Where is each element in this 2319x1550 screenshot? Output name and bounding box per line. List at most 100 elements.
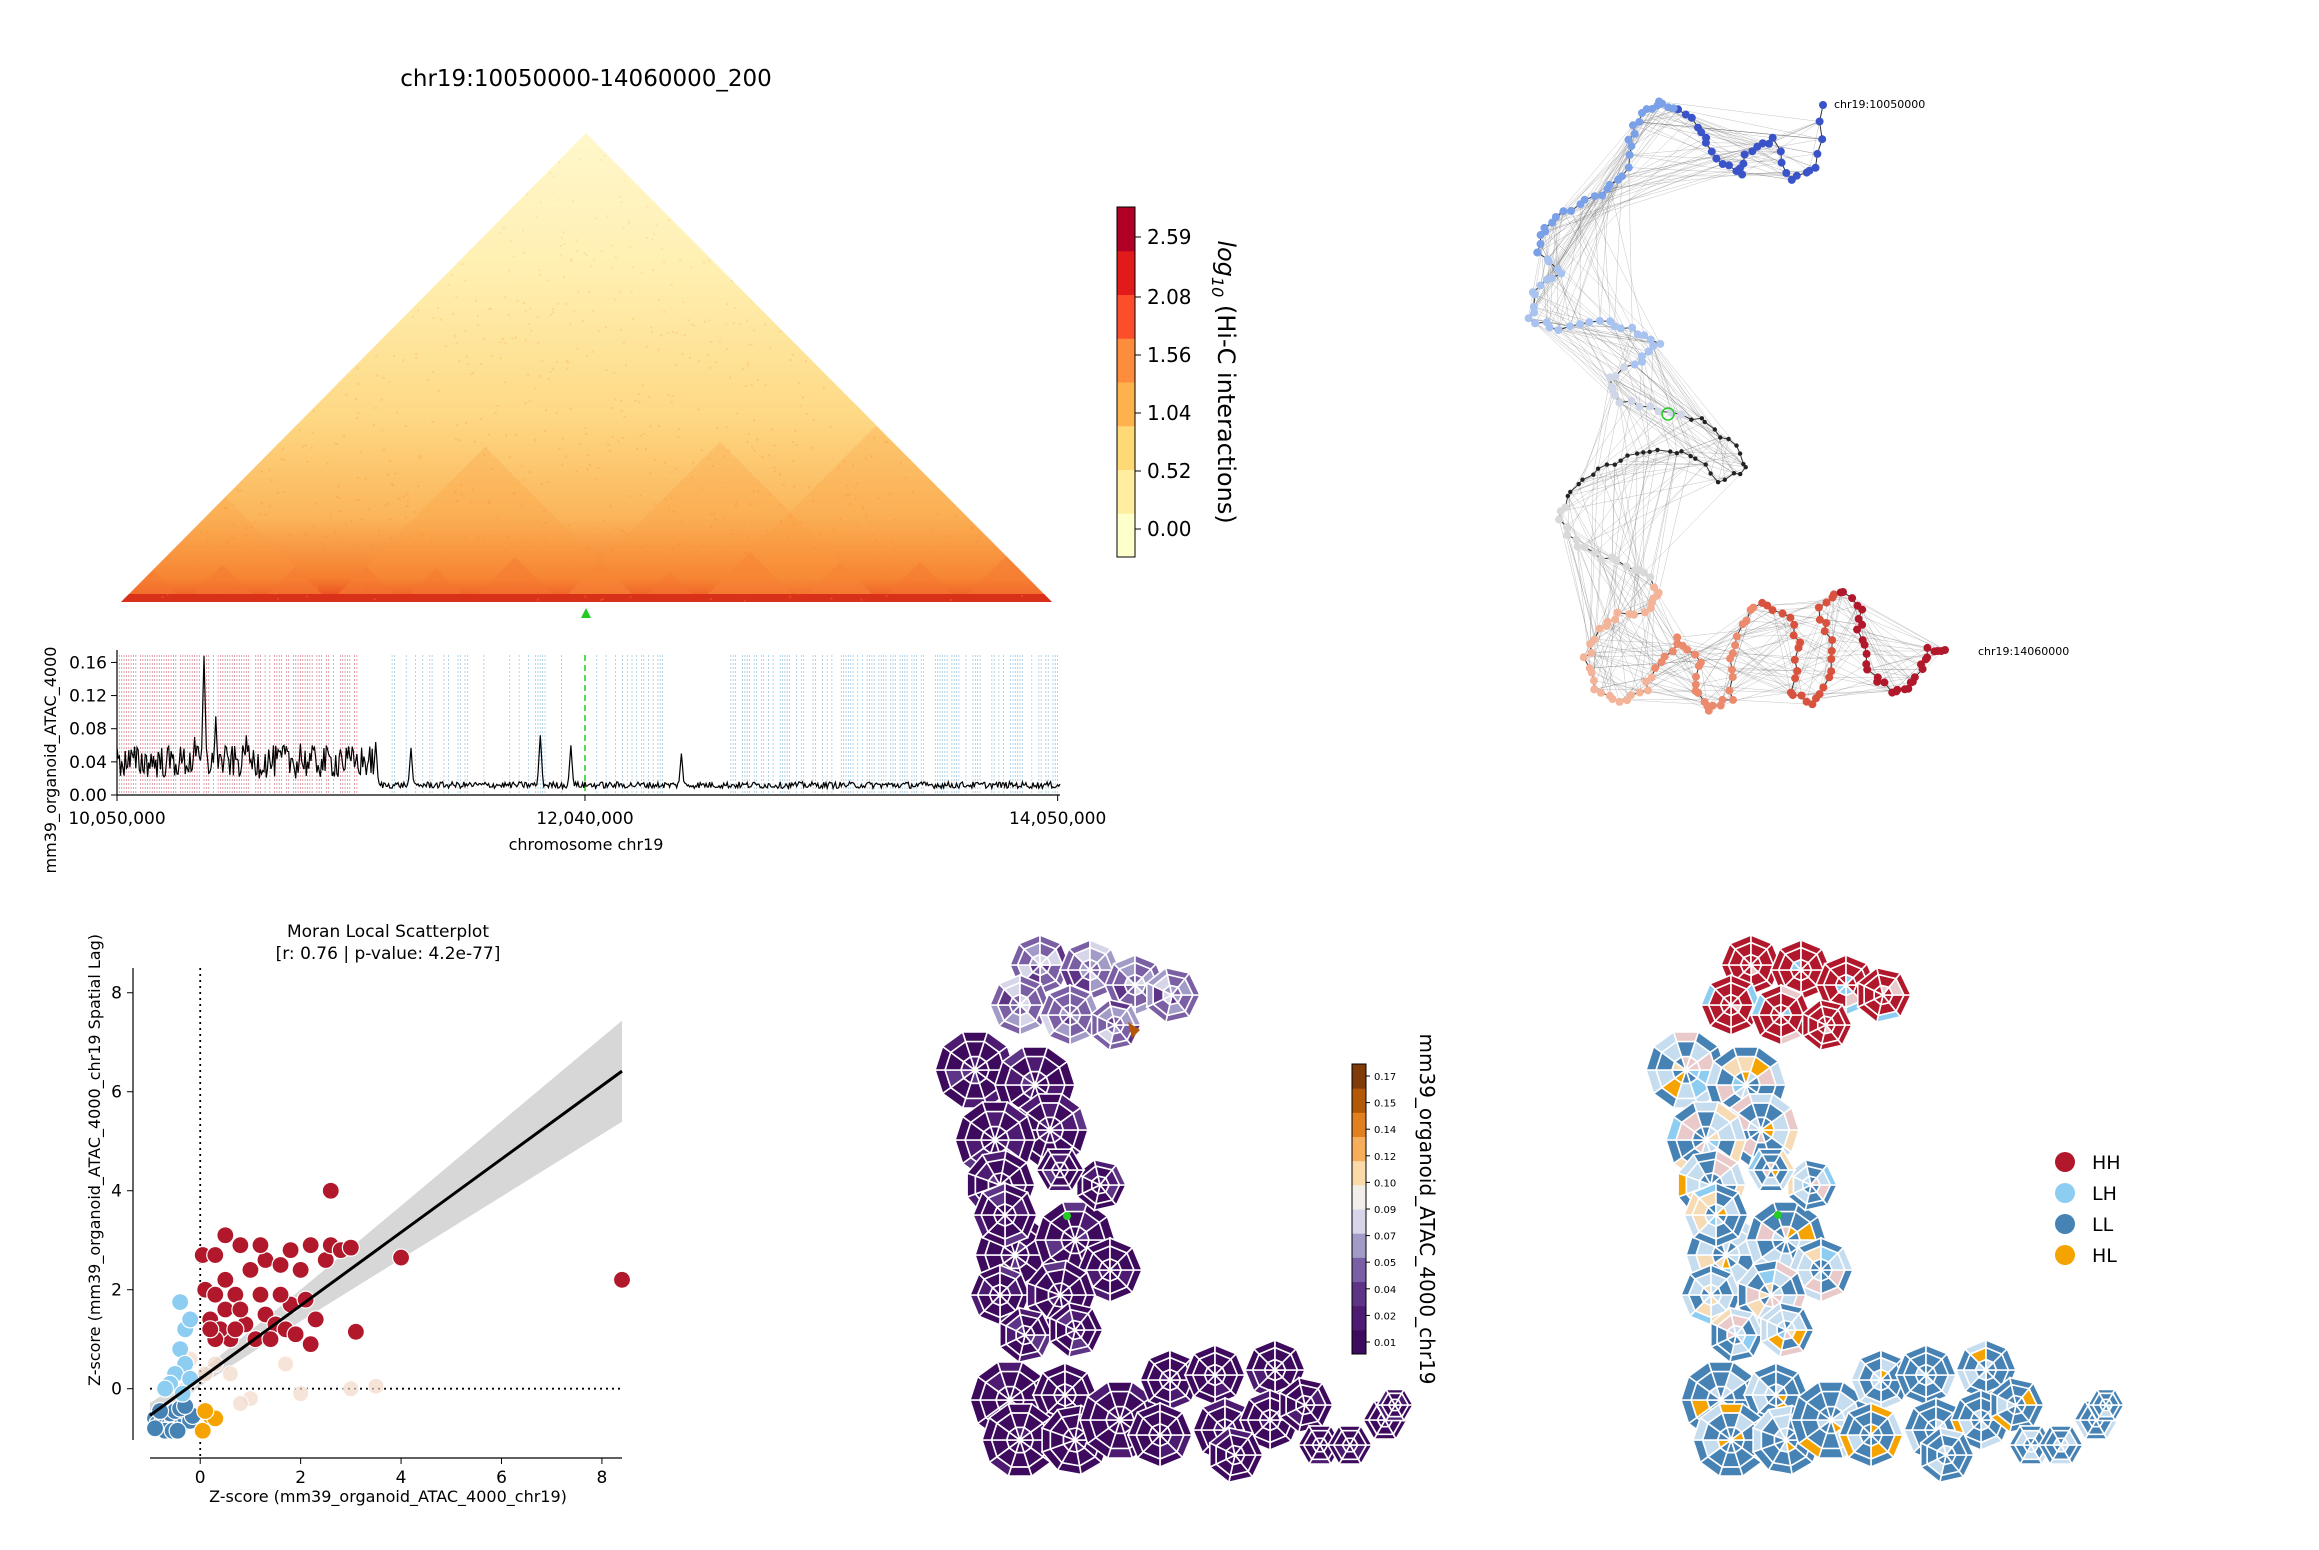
hic-pixel bbox=[286, 270, 289, 273]
network-edge bbox=[1650, 339, 1716, 430]
hic-pixel bbox=[744, 551, 747, 554]
hic-pixel bbox=[144, 441, 147, 444]
hic-pixel bbox=[955, 499, 958, 502]
hic-pixel bbox=[680, 520, 683, 523]
hic-pixel bbox=[888, 355, 891, 358]
network-edge bbox=[1606, 625, 1705, 703]
hic-pixel bbox=[565, 360, 568, 363]
network-edge bbox=[1532, 292, 1643, 362]
hic-pixel bbox=[195, 348, 198, 351]
hic-pixel bbox=[845, 494, 848, 497]
network-node bbox=[1763, 601, 1772, 610]
hic-pixel bbox=[508, 456, 511, 459]
hic-pixel bbox=[718, 340, 721, 343]
hic-pixel bbox=[603, 520, 606, 523]
network-edge bbox=[1560, 451, 1650, 512]
network-edge bbox=[1742, 170, 1810, 175]
hic-pixel bbox=[731, 532, 734, 535]
hic-pixel bbox=[960, 230, 963, 233]
network-edge bbox=[1540, 163, 1723, 236]
network-edge bbox=[1877, 647, 1928, 678]
hic-pixel bbox=[137, 371, 140, 374]
signal-track-panel: 0.000.040.080.120.16 10,050,000 12,040,00… bbox=[41, 647, 1106, 874]
hic-pixel bbox=[747, 433, 750, 436]
network-edge bbox=[1643, 335, 1735, 474]
network-edge bbox=[1609, 184, 1645, 336]
hic-pixel bbox=[772, 579, 775, 582]
hic-pixel bbox=[1045, 325, 1048, 328]
hic-pixel bbox=[987, 575, 990, 578]
network-edge bbox=[1620, 400, 1632, 461]
hic-pixel bbox=[514, 336, 517, 339]
hic-pixel bbox=[254, 389, 257, 392]
hic-pixel bbox=[529, 307, 532, 310]
network-edge bbox=[1695, 676, 1733, 685]
hic-pixel bbox=[1005, 585, 1008, 588]
hic-pixel bbox=[190, 234, 193, 237]
hic-pixel bbox=[847, 159, 850, 162]
network-edge bbox=[1686, 649, 1807, 702]
network-edge bbox=[1591, 652, 1699, 694]
network-edge bbox=[1619, 402, 1735, 474]
hic-pixel bbox=[940, 328, 943, 331]
hic-pixel bbox=[620, 399, 623, 402]
hic-pixel bbox=[413, 510, 416, 513]
hic-pixel bbox=[739, 322, 742, 325]
hic-pixel bbox=[523, 302, 526, 305]
hic-pixel bbox=[724, 568, 727, 571]
network-edge bbox=[1644, 612, 1678, 645]
hic-pixel bbox=[798, 381, 801, 384]
hic-pixel bbox=[345, 367, 348, 370]
hic-pixel bbox=[201, 395, 204, 398]
network-edge bbox=[1641, 112, 1770, 145]
map-cell bbox=[1337, 1425, 1363, 1432]
network-edge bbox=[1615, 619, 1697, 677]
hic-pixel bbox=[588, 464, 591, 467]
network-edge bbox=[1609, 377, 1721, 438]
hic-pixel bbox=[980, 514, 983, 517]
map-cell bbox=[1213, 1366, 1227, 1376]
network-edge bbox=[1729, 639, 1833, 691]
network-node bbox=[1608, 695, 1617, 703]
track-ytick-label: 0.04 bbox=[69, 753, 107, 773]
hic-pixel bbox=[1032, 493, 1035, 496]
network-edge bbox=[1546, 211, 1564, 280]
hic-pixel bbox=[177, 437, 180, 440]
hic-pixel bbox=[179, 289, 182, 292]
hic-pixel bbox=[861, 329, 864, 332]
network-node bbox=[1625, 453, 1630, 458]
map-cell bbox=[1769, 1060, 1788, 1086]
hic-pixel bbox=[371, 544, 374, 547]
network-edge bbox=[1546, 279, 1643, 357]
network-node bbox=[1655, 447, 1660, 453]
hic-pixel bbox=[192, 267, 195, 270]
network-node bbox=[1566, 322, 1574, 331]
network-node bbox=[1787, 175, 1796, 184]
network-edge bbox=[1546, 322, 1661, 345]
hic-pixel bbox=[552, 175, 555, 178]
hic-pixel bbox=[510, 543, 513, 546]
hic-pixel bbox=[836, 327, 839, 330]
hic-pixel bbox=[496, 517, 499, 520]
network-node bbox=[1679, 449, 1684, 454]
map-cell bbox=[1748, 1093, 1774, 1104]
hic-pixel bbox=[184, 350, 187, 353]
network-node bbox=[1707, 147, 1716, 156]
hic-pixel bbox=[913, 401, 916, 404]
map-cell bbox=[1007, 1390, 1026, 1401]
hic-pixel bbox=[848, 284, 851, 287]
hic-pixel bbox=[586, 354, 589, 357]
hic-pixel bbox=[528, 471, 531, 474]
network-edge bbox=[1594, 689, 1730, 691]
map-cell bbox=[1012, 1245, 1031, 1256]
hic-pixel bbox=[462, 195, 465, 198]
network-edge bbox=[1734, 644, 1802, 696]
hic-pixel bbox=[1038, 290, 1041, 293]
hic-pixel bbox=[789, 359, 792, 362]
network-node bbox=[1668, 449, 1673, 454]
network-edge bbox=[1620, 460, 1706, 465]
hic-pixel bbox=[1034, 432, 1037, 435]
hic-pixel bbox=[981, 145, 984, 148]
hic-pixel bbox=[620, 201, 623, 204]
network-node bbox=[1815, 690, 1824, 699]
